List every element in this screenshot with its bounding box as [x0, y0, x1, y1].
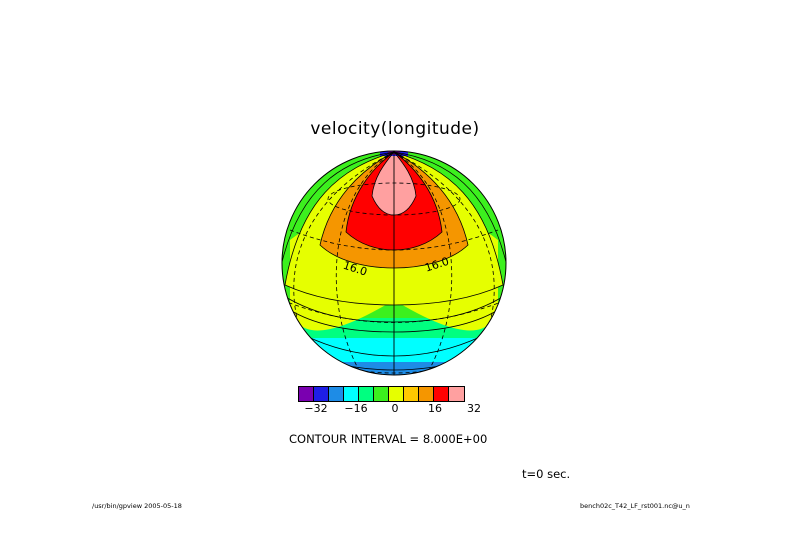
- footer-program-date: /usr/bin/gpview 2005-05-18: [92, 502, 182, 510]
- colorbar-cell: [359, 387, 374, 401]
- colorbar-cell: [404, 387, 419, 401]
- colorbar-cell: [344, 387, 359, 401]
- colorbar-cell: [449, 387, 464, 401]
- colorbar-tick-label: 0: [391, 402, 399, 415]
- colorbar-cell: [419, 387, 434, 401]
- colorbar-cell: [299, 387, 314, 401]
- globe-outline: [281, 150, 507, 376]
- colorbar-cell: [434, 387, 449, 401]
- plot-title: velocity(longitude): [310, 119, 480, 139]
- colorbar-cell: [374, 387, 389, 401]
- colorbar-tick-label: 32: [467, 402, 481, 415]
- colorbar-cell: [329, 387, 344, 401]
- footer-file-name: bench02c_T42_LF_rst001.nc@u_n: [580, 502, 690, 510]
- colorbar: [298, 386, 465, 402]
- filled-contours: [282, 151, 506, 375]
- colorbar-cell: [389, 387, 404, 401]
- colorbar-tick-label: −32: [304, 402, 328, 415]
- colorbar-tick-label: 16: [428, 402, 442, 415]
- band-blue: [282, 362, 506, 375]
- colorbar-tick-label: −16: [344, 402, 368, 415]
- contour-interval-label: CONTOUR INTERVAL = 8.000E+00: [289, 432, 488, 446]
- time-label: t=0 sec.: [522, 467, 571, 481]
- band-cyan: [282, 338, 506, 362]
- colorbar-cell: [314, 387, 329, 401]
